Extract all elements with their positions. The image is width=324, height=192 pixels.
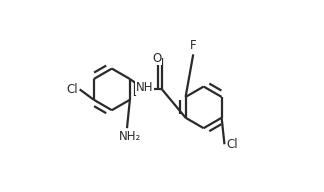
Text: Cl: Cl	[226, 138, 238, 151]
Text: Cl: Cl	[66, 83, 78, 96]
Text: NH: NH	[136, 81, 153, 94]
Text: O: O	[153, 52, 162, 65]
Text: NH₂: NH₂	[119, 130, 141, 143]
Text: F: F	[190, 40, 197, 52]
